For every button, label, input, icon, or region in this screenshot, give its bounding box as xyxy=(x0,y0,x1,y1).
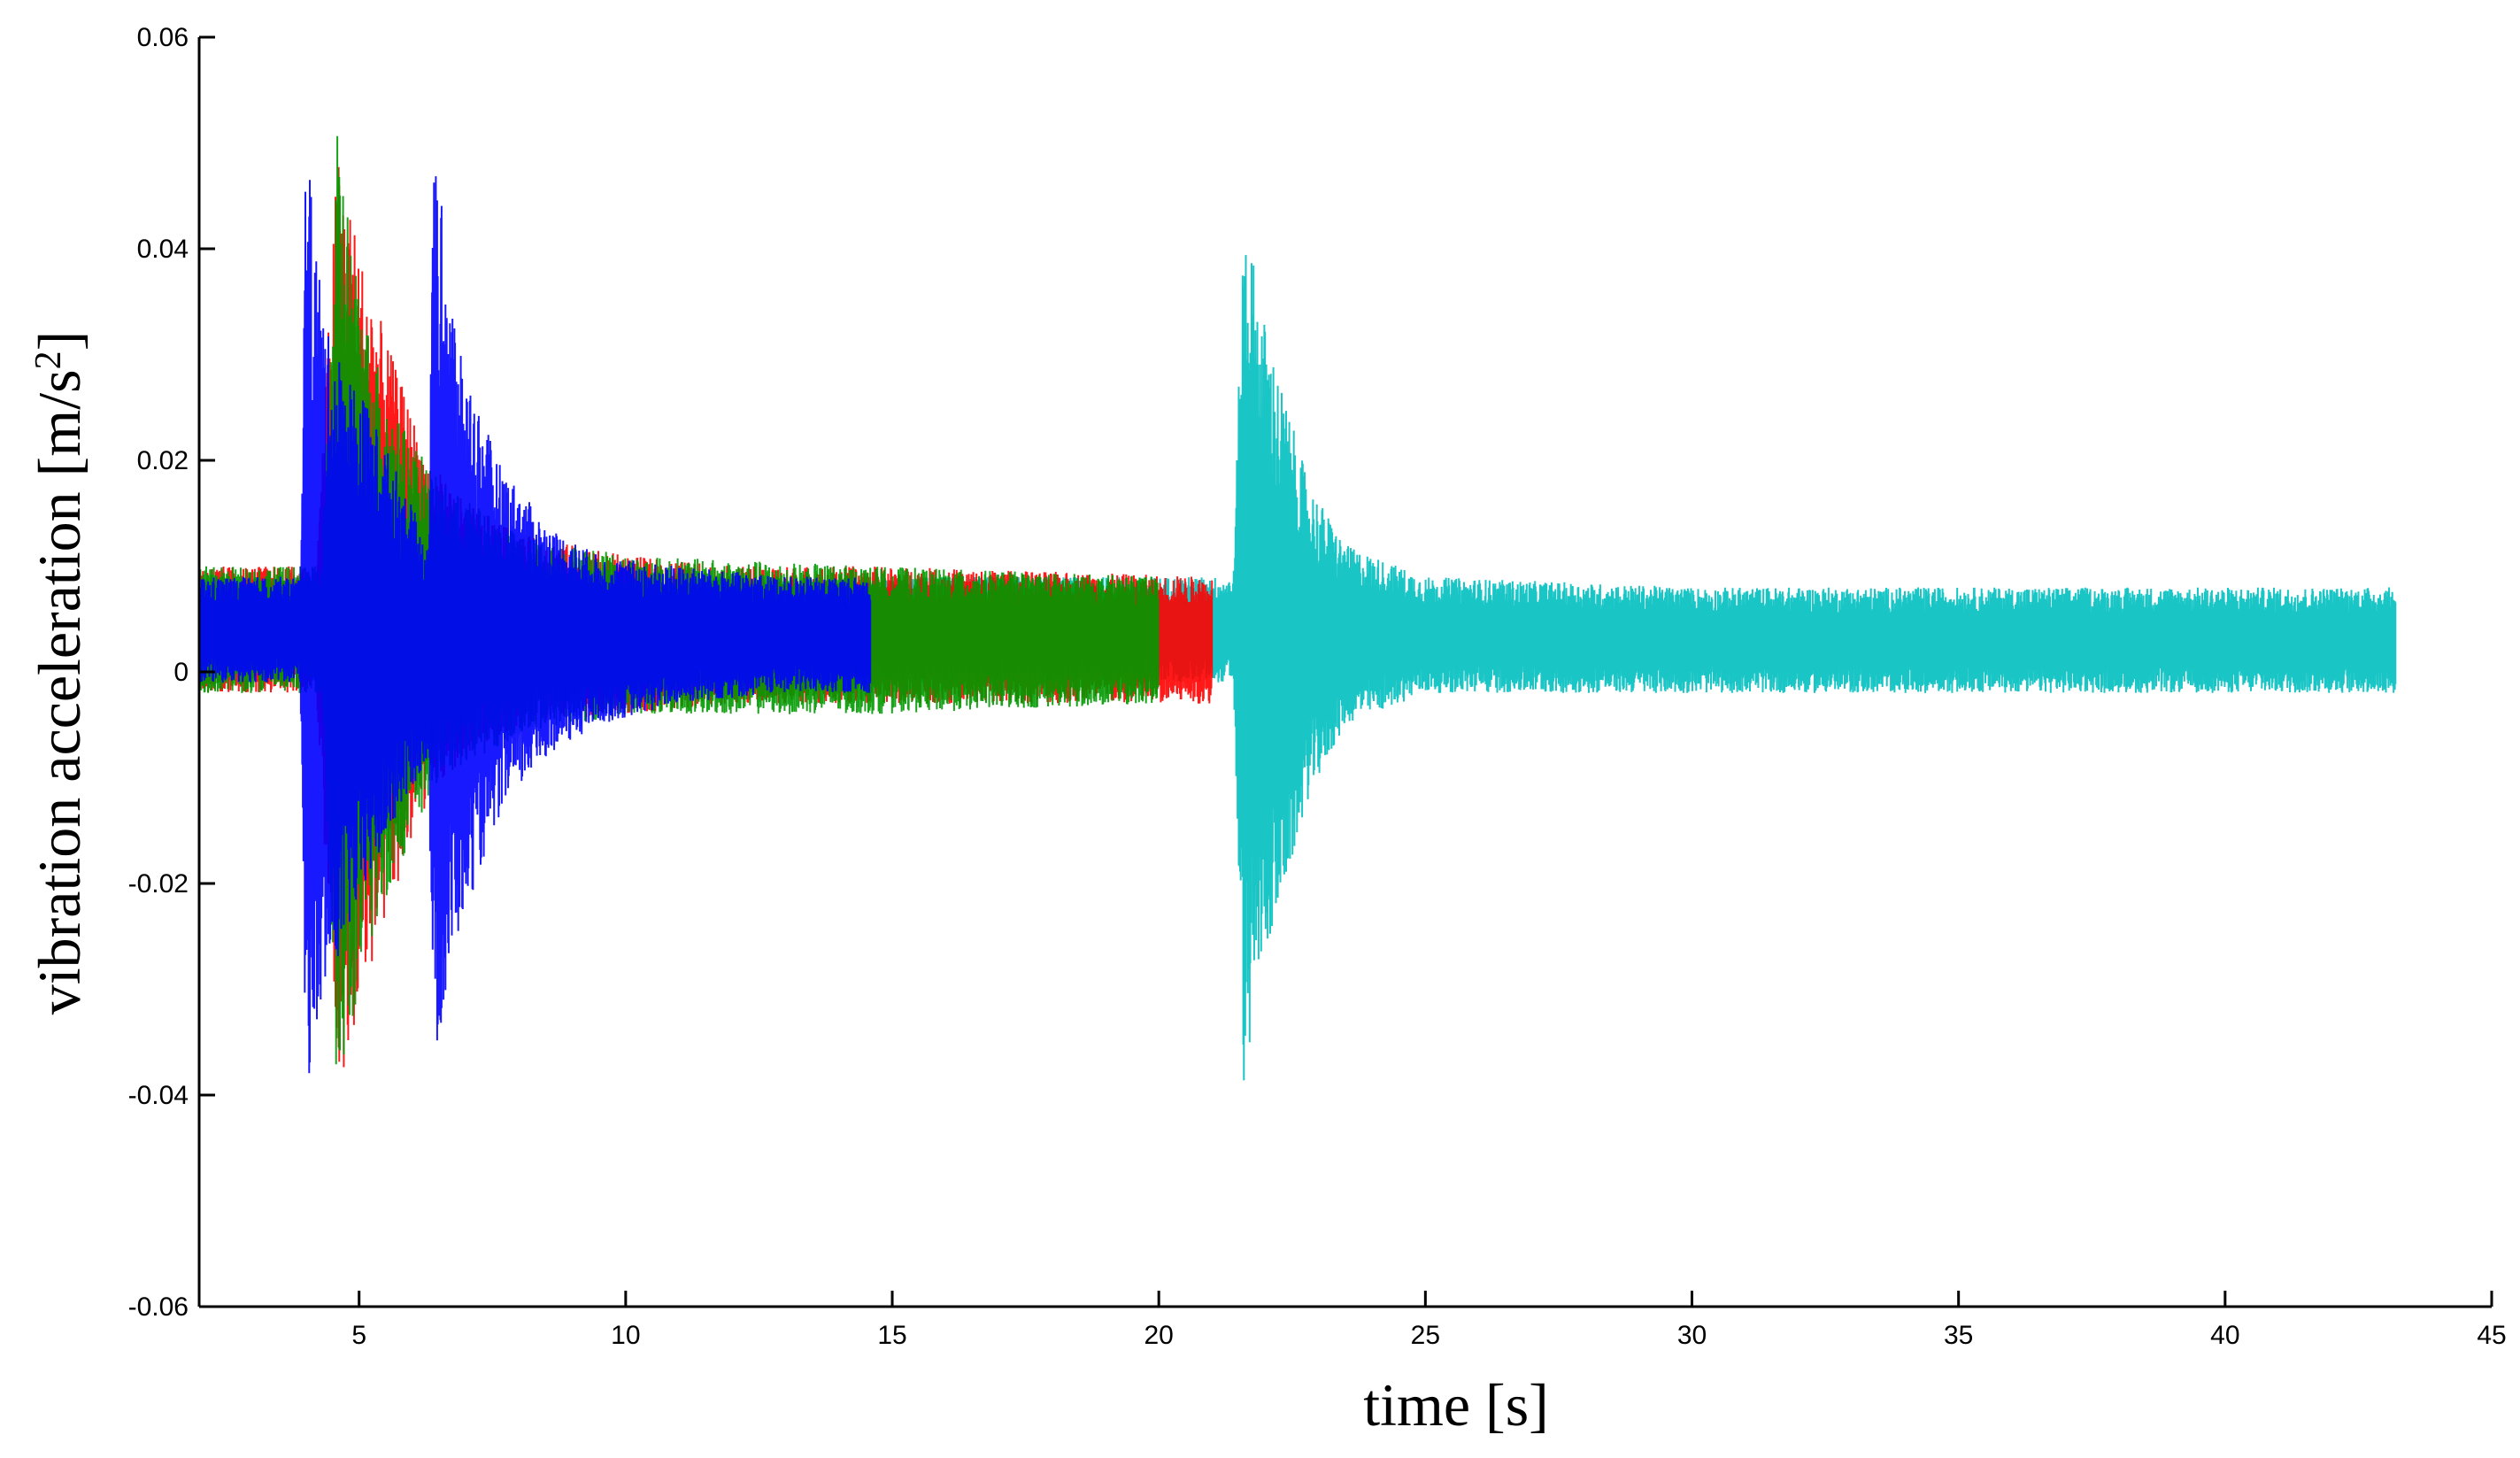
x-tick-label: 35 xyxy=(1944,1321,1973,1350)
y-tick-label: -0.06 xyxy=(128,1292,189,1322)
y-axis-label-sup: 2 xyxy=(28,351,69,369)
x-tick-label: 5 xyxy=(351,1321,366,1350)
y-tick-label: -0.04 xyxy=(128,1081,189,1110)
y-tick-label: 0.02 xyxy=(137,446,189,475)
x-tick-label: 45 xyxy=(2477,1321,2506,1350)
plot-series xyxy=(198,135,2397,1081)
y-axis-label-end: ] xyxy=(26,331,93,351)
x-tick-label: 30 xyxy=(1677,1321,1707,1350)
x-tick-label: 10 xyxy=(611,1321,640,1350)
y-ticks: 0.06 0.04 0.02 0 -0.02 -0.04 -0.06 xyxy=(128,23,215,1322)
y-axis-label-main: vibration acceleration [m/s xyxy=(26,369,93,1014)
y-tick-label: 0.06 xyxy=(137,23,189,52)
y-axis-label: vibration acceleration [m/s2] xyxy=(26,331,93,1014)
y-tick-label: 0 xyxy=(173,658,189,687)
x-axis-label: time [s] xyxy=(1363,1371,1549,1439)
x-ticks: 5 10 15 20 25 30 35 40 45 xyxy=(351,1291,2507,1350)
x-tick-label: 20 xyxy=(1144,1321,1173,1350)
x-tick-label: 15 xyxy=(877,1321,906,1350)
y-tick-label: -0.02 xyxy=(128,869,189,899)
x-tick-label: 25 xyxy=(1411,1321,1440,1350)
y-tick-label: 0.04 xyxy=(137,235,189,264)
x-tick-label: 40 xyxy=(2210,1321,2239,1350)
series-line-3 xyxy=(198,176,872,1074)
